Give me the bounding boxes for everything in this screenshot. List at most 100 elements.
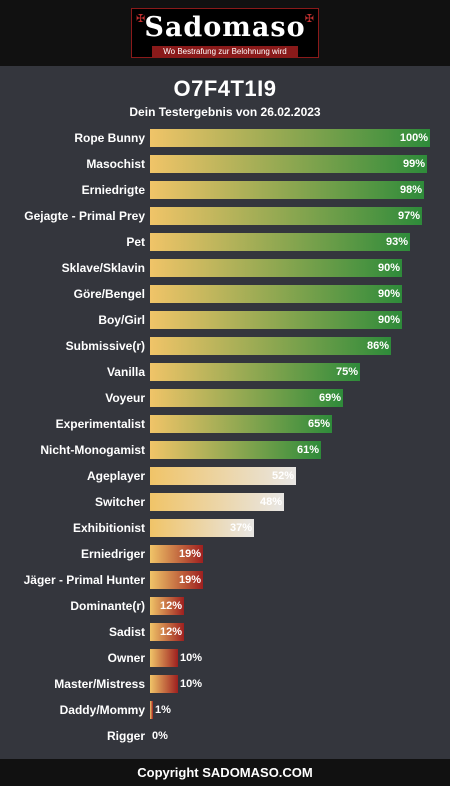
value-bar [150, 207, 422, 225]
value-label: 90% [377, 262, 400, 274]
value-label: 86% [366, 340, 389, 352]
value-bar [150, 337, 391, 355]
value-label: 69% [318, 392, 341, 404]
bar-row: Switcher 48% [0, 493, 450, 511]
bar-row: Ageplayer 52% [0, 467, 450, 485]
logo-wordmark: Sadomaso [144, 12, 306, 43]
value-bar [150, 181, 424, 199]
value-label: 93% [385, 236, 408, 248]
value-label: 61% [296, 444, 319, 456]
category-label: Rope Bunny [74, 131, 145, 145]
value-bar [150, 649, 178, 667]
value-label: 48% [259, 496, 282, 508]
category-label: Ageplayer [86, 469, 145, 483]
footer-bar: Copyright SADOMASO.COM [0, 759, 450, 786]
category-label: Masochist [86, 157, 145, 171]
value-bar [150, 311, 402, 329]
value-bar [150, 467, 296, 485]
value-bar [150, 493, 284, 511]
category-label: Switcher [94, 495, 145, 509]
value-bar [150, 389, 343, 407]
bar-row: Submissive(r) 86% [0, 337, 450, 355]
category-label: Daddy/Mommy [59, 703, 145, 717]
category-label: Exhibitionist [73, 521, 145, 535]
category-label: Vanilla [106, 365, 145, 379]
value-label: 12% [159, 600, 182, 612]
value-label: 75% [335, 366, 358, 378]
category-label: Rigger [106, 729, 145, 743]
bar-row: Exhibitionist 37% [0, 519, 450, 537]
category-label: Pet [126, 235, 145, 249]
bar-row: Masochist 99% [0, 155, 450, 173]
category-label: Erniedrigte [81, 183, 145, 197]
value-bar [150, 545, 203, 563]
category-label: Master/Mistress [54, 677, 145, 691]
result-date-subtitle: Dein Testergebnis von 26.02.2023 [129, 105, 321, 119]
value-bar [150, 441, 321, 459]
copyright-text: Copyright SADOMASO.COM [137, 765, 313, 780]
value-label: 10% [180, 678, 203, 690]
value-label: 1% [155, 704, 171, 716]
page-title: O7F4T1I9 [173, 76, 277, 101]
top-bar: ✠ ✠ Sadomaso Wo Bestrafung zur Belohnung… [0, 0, 450, 66]
bar-row: Vanilla 75% [0, 363, 450, 381]
value-bar [150, 519, 254, 537]
value-bar [150, 285, 402, 303]
category-label: Dominante(r) [70, 599, 145, 613]
bar-row: Boy/Girl 90% [0, 311, 450, 329]
bar-row: Owner 10% [0, 649, 450, 667]
category-label: Voyeur [105, 391, 145, 405]
bar-row: Jäger - Primal Hunter 19% [0, 571, 450, 589]
value-bar [150, 129, 430, 147]
category-label: Experimentalist [55, 417, 145, 431]
value-bar [150, 597, 184, 615]
bar-row: Rigger 0% [0, 727, 450, 745]
bar-row: Voyeur 69% [0, 389, 450, 407]
bar-row: Pet 93% [0, 233, 450, 251]
category-label: Boy/Girl [98, 313, 145, 327]
value-bar [150, 259, 402, 277]
value-label: 0% [152, 730, 168, 742]
value-label: 99% [402, 158, 425, 170]
category-label: Göre/Bengel [73, 287, 145, 301]
cross-icon: ✠ [304, 13, 314, 25]
bar-row: Göre/Bengel 90% [0, 285, 450, 303]
value-label: 19% [178, 548, 201, 560]
category-label: Submissive(r) [65, 339, 145, 353]
value-bar [150, 623, 184, 641]
bar-row: Rope Bunny 100% [0, 129, 450, 147]
bar-row: Nicht-Monogamist 61% [0, 441, 450, 459]
logo-tagline: Wo Bestrafung zur Belohnung wird [152, 46, 298, 57]
value-label: 12% [159, 626, 182, 638]
value-label: 98% [399, 184, 422, 196]
category-label: Owner [107, 651, 145, 665]
value-label: 100% [399, 132, 428, 144]
category-label: Sklave/Sklavin [61, 261, 145, 275]
category-label: Sadist [108, 625, 145, 639]
bar-row: Erniedrigte 98% [0, 181, 450, 199]
category-label: Nicht-Monogamist [40, 443, 145, 457]
value-bar [150, 701, 153, 719]
bar-row: Experimentalist 65% [0, 415, 450, 433]
category-label: Jäger - Primal Hunter [23, 573, 145, 587]
bar-row: Sadist 12% [0, 623, 450, 641]
value-bar [150, 571, 203, 589]
bar-row: Erniedriger 19% [0, 545, 450, 563]
value-label: 90% [377, 314, 400, 326]
value-bar [150, 415, 332, 433]
category-label: Gejagte - Primal Prey [24, 209, 145, 223]
value-label: 52% [271, 470, 294, 482]
value-bar [150, 233, 410, 251]
value-label: 19% [178, 574, 201, 586]
value-label: 97% [397, 210, 420, 222]
value-label: 37% [229, 522, 252, 534]
value-label: 90% [377, 288, 400, 300]
value-bar [150, 675, 178, 693]
category-label: Erniedriger [80, 547, 145, 561]
bar-row: Master/Mistress 10% [0, 675, 450, 693]
value-bar [150, 155, 427, 173]
sadomaso-logo[interactable]: ✠ ✠ Sadomaso Wo Bestrafung zur Belohnung… [131, 8, 319, 58]
bar-row: Dominante(r) 12% [0, 597, 450, 615]
value-label: 65% [307, 418, 330, 430]
bar-row: Gejagte - Primal Prey 97% [0, 207, 450, 225]
